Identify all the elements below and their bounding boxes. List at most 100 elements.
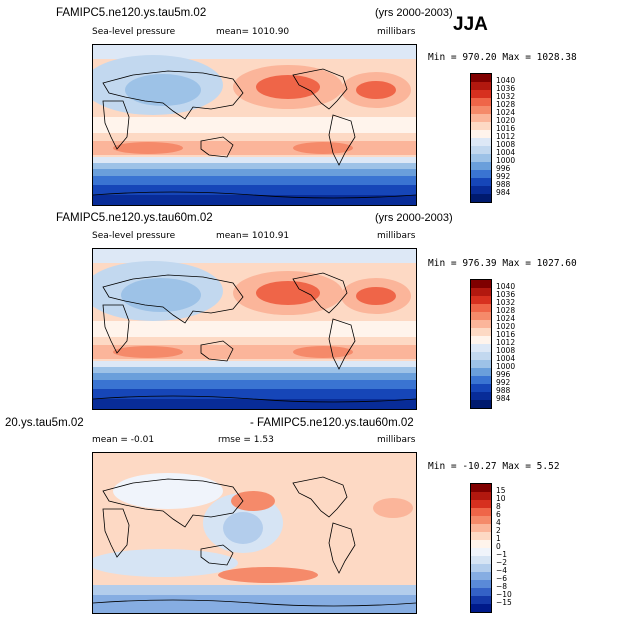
panel1-years: (yrs 2000-2003)	[375, 7, 453, 19]
field-asia-low-core	[125, 74, 201, 106]
colorbar-tick-label: 1012	[496, 338, 516, 347]
panel2-field-plot	[93, 249, 416, 409]
colorbar-swatch	[471, 122, 491, 130]
panel2-case-title: FAMIPC5.ne120.ys.tau60m.02	[56, 212, 213, 224]
colorbar-swatch	[471, 320, 491, 328]
colorbar-tick-label: 1036	[496, 84, 516, 93]
colorbar-swatch	[471, 580, 491, 588]
panel1-field-plot	[93, 45, 416, 205]
colorbar-tick-label: 1024	[496, 108, 516, 117]
colorbar-swatch	[471, 304, 491, 312]
field-band-996	[93, 373, 416, 380]
colorbar-tick-label: 1008	[496, 140, 516, 149]
colorbar-swatch	[471, 604, 491, 612]
colorbar-tick-label: 8	[496, 502, 501, 511]
colorbar-swatch	[471, 336, 491, 344]
panel3-minmax: Min = -10.27 Max = 5.52	[428, 461, 560, 472]
diff-antarctic-band-core	[93, 595, 416, 613]
colorbar-tick-label: −2	[496, 558, 508, 567]
colorbar-tick-label: 1028	[496, 306, 516, 315]
colorbar-swatch	[471, 194, 491, 202]
colorbar-tick-label: 1020	[496, 322, 516, 331]
colorbar-swatch	[471, 288, 491, 296]
colorbar-swatch	[471, 548, 491, 556]
field-band-992	[93, 380, 416, 389]
season-label: JJA	[453, 14, 488, 35]
colorbar-swatch	[471, 596, 491, 604]
colorbar-tick-label: 6	[496, 510, 501, 519]
panel1-variable: Sea-level pressure	[92, 27, 176, 37]
diff-pacific-pos	[231, 491, 275, 511]
colorbar-tick-label: 1	[496, 534, 501, 543]
colorbar-tick-label: 988	[496, 180, 511, 189]
panel2-years: (yrs 2000-2003)	[375, 212, 453, 224]
field-asia-low-core	[121, 278, 201, 312]
colorbar-swatch	[471, 572, 491, 580]
colorbar-tick-label: 1008	[496, 346, 516, 355]
field-band-988	[93, 389, 416, 399]
colorbar-tick-label: 4	[496, 518, 501, 527]
colorbar-swatch	[471, 492, 491, 500]
field-band-988	[93, 185, 416, 195]
colorbar-tick-label: 0	[496, 542, 501, 551]
colorbar-swatch	[471, 138, 491, 146]
colorbar-tick-label: 1004	[496, 148, 516, 157]
colorbar-swatch	[471, 90, 491, 98]
colorbar-tick-label: 1032	[496, 298, 516, 307]
colorbar-swatch	[471, 376, 491, 384]
colorbar-swatch	[471, 162, 491, 170]
colorbar-swatch	[471, 484, 491, 492]
panel3-map	[92, 452, 417, 614]
colorbar-swatch	[471, 384, 491, 392]
colorbar-swatch	[471, 178, 491, 186]
colorbar-swatch	[471, 588, 491, 596]
colorbar-swatch	[471, 556, 491, 564]
colorbar-swatch	[471, 312, 491, 320]
panel3-case-title-left: 20.ys.tau5m.02	[5, 417, 84, 429]
colorbar-swatch	[471, 400, 491, 408]
colorbar-tick-label: 10	[496, 494, 506, 503]
panel2-map	[92, 248, 417, 410]
colorbar-swatch	[471, 524, 491, 532]
colorbar-swatch	[471, 146, 491, 154]
colorbar-tick-label: −10	[496, 590, 512, 599]
colorbar-tick-label: −8	[496, 582, 508, 591]
field-band-1000	[93, 163, 416, 169]
diff-pacific-neg-core	[223, 512, 263, 544]
panel1-minmax: Min = 970.20 Max = 1028.38	[428, 52, 577, 63]
colorbar-swatch	[471, 516, 491, 524]
panel3-field-plot	[93, 453, 416, 613]
colorbar-tick-label: 1024	[496, 314, 516, 323]
coastlines	[93, 68, 416, 199]
field-band-992	[93, 176, 416, 185]
colorbar-swatch	[471, 280, 491, 288]
colorbar-swatch	[471, 114, 491, 122]
colorbar-tick-label: 992	[496, 378, 511, 387]
colorbar-tick-label: 984	[496, 394, 511, 403]
field-tropics	[93, 321, 416, 337]
panel2-units: millibars	[377, 231, 416, 241]
colorbar-tick-label: 1036	[496, 290, 516, 299]
field-azores-high-core	[356, 287, 396, 305]
colorbar-tick-label: −1	[496, 550, 508, 559]
colorbar-tick-label: 15	[496, 486, 506, 495]
colorbar-tick-label: 1016	[496, 124, 516, 133]
colorbar-tick-label: 1000	[496, 156, 516, 165]
field-ridge-core-2	[293, 142, 353, 154]
diff-atlantic-pos	[373, 498, 413, 518]
panel1-mean: mean= 1010.90	[216, 27, 290, 37]
colorbar-swatch	[471, 74, 491, 82]
diff-asia-neg	[113, 473, 223, 509]
field-arctic-band	[93, 45, 416, 59]
panel2-variable: Sea-level pressure	[92, 231, 176, 241]
colorbar-swatch	[471, 344, 491, 352]
panel2-colorbar-swatches	[470, 279, 492, 409]
colorbar-tick-label: 996	[496, 164, 511, 173]
panel3-colorbar-swatches	[470, 483, 492, 613]
field-azores-high-core	[356, 81, 396, 99]
coastlines	[93, 272, 416, 403]
panel3-mean: mean = -0.01	[92, 435, 155, 445]
panel3-units: millibars	[377, 435, 416, 445]
panel1-map	[92, 44, 417, 206]
diff-south-neg	[93, 549, 238, 577]
